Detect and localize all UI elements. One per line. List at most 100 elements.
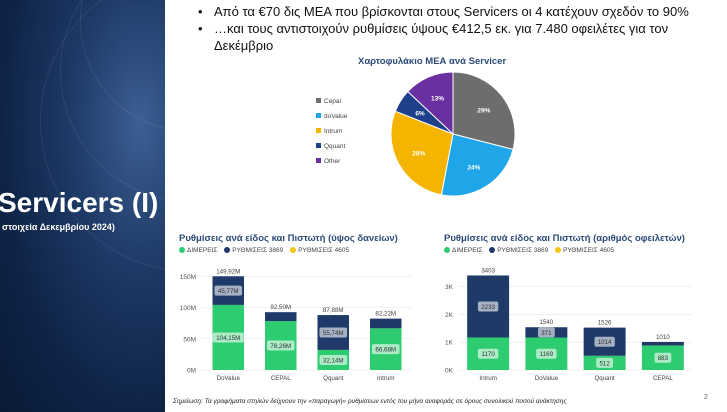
legend-item: ΔΙΜΕΡΕΙΣ — [444, 247, 482, 254]
total-label: 1010 — [656, 334, 670, 341]
legend-item: ΡΥΘΜΙΣΕΙΣ 3869 — [489, 247, 548, 254]
data-label-bg — [477, 301, 499, 312]
total-label: 87,88M — [323, 307, 344, 314]
pie-slice-label: 28% — [412, 150, 425, 157]
total-label: 1526 — [598, 320, 612, 327]
data-label: 512 — [599, 360, 610, 367]
pie-slice-dovalue — [440, 133, 514, 197]
legend-item: ΡΥΘΜΙΣΕΙΣ 3869 — [224, 247, 283, 254]
pie-legend-label: Other — [324, 158, 341, 165]
data-label-bg — [212, 332, 244, 343]
total-label: 92,50M — [270, 304, 291, 311]
legend-label: ΔΙΜΕΡΕΙΣ — [452, 247, 483, 254]
bar-chart-amount: 0M 50M 100M 150M 104,15M 45,77M 149,92M DoValue… — [180, 268, 412, 382]
legend-label: ΡΥΘΜΙΣΕΙΣ 4605 — [563, 247, 615, 254]
pie-legend-item: Intrum — [316, 128, 347, 143]
pie-legend-label: Cepal — [324, 98, 341, 105]
pie-slice-label: 13% — [431, 96, 444, 103]
bar-chart-count-title: Ρυθμίσεις ανά είδος και Πιστωτή (αριθμός… — [444, 233, 685, 244]
pie-slice-label: 6% — [415, 111, 425, 118]
bullet-list: Από τα €70 δις ΜΕΑ που βρίσκονται στους … — [196, 3, 721, 54]
x-tick-label: Intrum — [479, 375, 497, 382]
pie-legend-item: doValue — [316, 113, 347, 128]
pie-slice-cepal — [452, 71, 516, 151]
x-tick-label: Qquant — [594, 375, 615, 382]
title-panel: Servicers (I) στοιχεία Δεκεμβρίου 2024) — [0, 0, 165, 412]
data-label-bg — [594, 336, 615, 347]
data-label: 1169 — [540, 351, 554, 358]
bullet-item: …και τους αντιστοιχούν ρυθμίσεις ύψους €… — [196, 20, 721, 54]
pie-slice-label: 24% — [467, 164, 480, 171]
legend-label: ΡΥΘΜΙΣΕΙΣ 4605 — [298, 247, 350, 254]
data-label: 66,68M — [375, 347, 396, 354]
legend-item: ΔΙΜΕΡΕΙΣ — [179, 247, 217, 254]
legend-label: ΡΥΘΜΙΣΕΙΣ 3869 — [497, 247, 549, 254]
y-tick-label: 2K — [445, 312, 454, 319]
bullet-item: Από τα €70 δις ΜΕΑ που βρίσκονται στους … — [196, 3, 721, 20]
pie-chart: 29% 24% 28% 6% 13% — [390, 71, 516, 197]
data-label: 104,15M — [216, 335, 240, 342]
y-tick-label: 150M — [180, 274, 196, 281]
bar-segment-ρυθμισεις-3869 — [641, 341, 684, 346]
x-tick-label: Intrum — [377, 375, 395, 382]
y-tick-label: 50M — [183, 336, 196, 343]
section-title: Servicers (I) — [0, 187, 159, 218]
legend-label: ΡΥΘΜΙΣΕΙΣ 3869 — [232, 247, 284, 254]
data-label: 78,26M — [270, 343, 291, 350]
y-tick-label: 0K — [445, 368, 454, 375]
pie-legend-label: Intrum — [324, 128, 343, 135]
page-number: 2 — [704, 394, 708, 401]
x-tick-label: Qquant — [323, 375, 344, 382]
data-label-bg — [537, 327, 555, 338]
bar-chart-amount-title: Ρυθμίσεις ανά είδος και Πιστωτή (ύψος δα… — [179, 233, 398, 244]
y-tick-label: 0M — [187, 368, 196, 375]
data-label: 32,14M — [323, 357, 344, 364]
data-label: 45,77M — [218, 288, 239, 295]
pie-legend-label: doValue — [324, 113, 348, 120]
data-label-bg — [319, 354, 348, 365]
pie-slice-intrum — [390, 110, 454, 196]
x-tick-label: CEPAL — [271, 375, 291, 382]
data-label-bg — [596, 357, 614, 368]
y-tick-label: 1K — [445, 340, 454, 347]
total-label: 3403 — [481, 267, 495, 274]
section-subtitle: στοιχεία Δεκεμβρίου 2024) — [2, 222, 115, 232]
data-label: 1170 — [481, 351, 495, 358]
pie-slice-other — [407, 71, 454, 136]
data-label-bg — [214, 285, 243, 296]
data-label-bg — [266, 340, 295, 351]
pie-legend-item: Qquant — [316, 143, 347, 158]
data-label-bg — [536, 348, 557, 359]
bar-chart-count-legend: ΔΙΜΕΡΕΙΣ ΡΥΘΜΙΣΕΙΣ 3869 ΡΥΘΜΙΣΕΙΣ 4605 — [444, 247, 619, 254]
x-tick-label: DoValue — [535, 375, 559, 382]
data-label: 883 — [658, 355, 669, 362]
total-label: 82,22M — [375, 311, 396, 318]
y-tick-label: 3K — [445, 284, 454, 291]
bar-segment-ρυθμισεις-3869 — [265, 312, 297, 322]
pie-legend-item: Other — [316, 158, 347, 173]
pie-slice-label: 29% — [477, 108, 490, 115]
pie-legend-item: Cepal — [316, 98, 347, 113]
data-label-bg — [319, 327, 348, 338]
legend-item: ΡΥΘΜΙΣΕΙΣ 4605 — [555, 247, 614, 254]
bar-chart-amount-legend: ΔΙΜΕΡΕΙΣ ΡΥΘΜΙΣΕΙΣ 3869 ΡΥΘΜΙΣΕΙΣ 4605 — [179, 247, 354, 254]
total-label: 1540 — [539, 319, 553, 326]
data-label-bg — [371, 344, 400, 355]
x-tick-label: CEPAL — [653, 375, 673, 382]
total-label: 149,92M — [216, 268, 240, 275]
pie-chart-title: Χαρτοφυλάκιο ΜΕΑ ανά Servicer — [358, 56, 507, 67]
legend-item: ΡΥΘΜΙΣΕΙΣ 4605 — [290, 247, 349, 254]
data-label: 1014 — [598, 339, 612, 346]
data-label: 371 — [541, 330, 552, 337]
pie-legend: Cepal doValue Intrum Qquant Other — [316, 98, 347, 173]
pie-legend-label: Qquant — [324, 143, 346, 150]
y-tick-label: 100M — [180, 305, 196, 312]
data-label-bg — [477, 348, 499, 359]
x-tick-label: DoValue — [217, 375, 241, 382]
footnote: Σημείωση: Τα γραφήματα στηλών δείχνουν τ… — [173, 398, 567, 405]
data-label-bg — [654, 352, 672, 363]
data-label: 55,74M — [323, 330, 344, 337]
data-label: 2233 — [481, 304, 495, 311]
bar-chart-count: 0K 1K 2K 3K 1170 2233 3403 Intrum 1169 371 1540 DoV… — [445, 267, 692, 382]
bar-segment-ρυθμισεις-3869 — [370, 318, 402, 329]
